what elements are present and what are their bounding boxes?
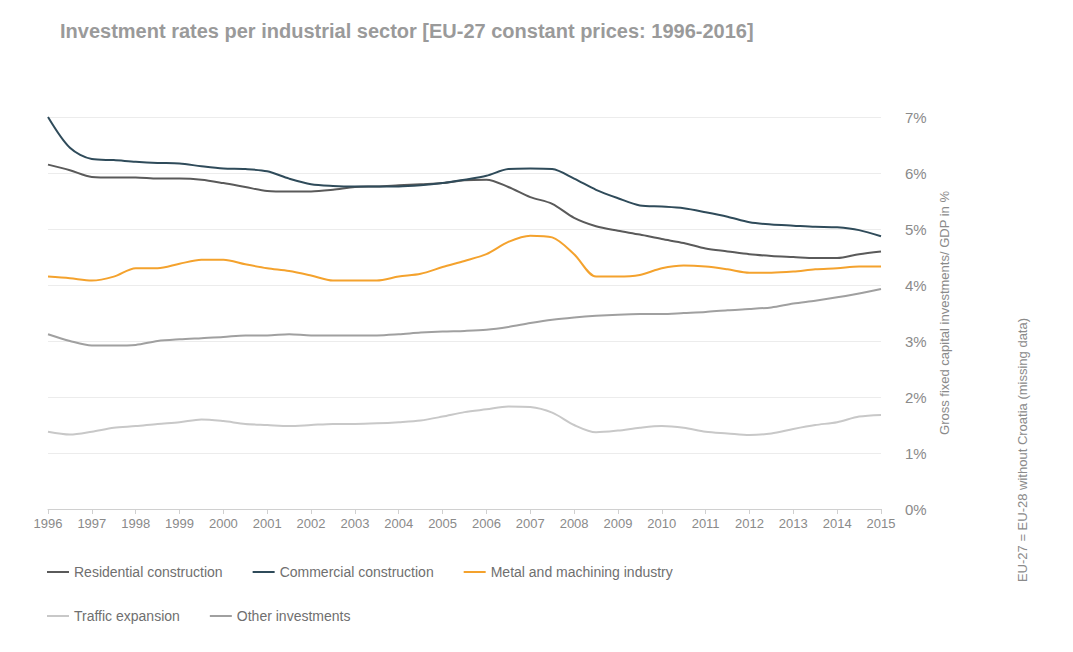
svg-text:Traffic expansion: Traffic expansion bbox=[74, 608, 180, 624]
svg-text:EU-27 = EU-28 without Croatia: EU-27 = EU-28 without Croatia (missing d… bbox=[1015, 318, 1030, 582]
svg-text:2005: 2005 bbox=[428, 516, 457, 531]
svg-text:Investment rates per industria: Investment rates per industrial sector [… bbox=[60, 20, 754, 42]
svg-text:1996: 1996 bbox=[34, 516, 63, 531]
svg-text:2001: 2001 bbox=[253, 516, 282, 531]
svg-text:Residential construction: Residential construction bbox=[74, 564, 223, 580]
svg-text:2006: 2006 bbox=[472, 516, 501, 531]
svg-text:1998: 1998 bbox=[121, 516, 150, 531]
svg-text:2000: 2000 bbox=[209, 516, 238, 531]
svg-text:2%: 2% bbox=[905, 389, 927, 406]
svg-text:2015: 2015 bbox=[867, 516, 896, 531]
svg-text:2010: 2010 bbox=[647, 516, 676, 531]
svg-text:2011: 2011 bbox=[692, 516, 720, 531]
svg-text:3%: 3% bbox=[905, 333, 927, 350]
svg-text:Gross fixed capital investment: Gross fixed capital investments/ GDP in … bbox=[937, 191, 952, 435]
svg-text:2013: 2013 bbox=[779, 516, 808, 531]
svg-text:2012: 2012 bbox=[735, 516, 764, 531]
svg-text:2007: 2007 bbox=[516, 516, 545, 531]
svg-text:0%: 0% bbox=[905, 501, 927, 518]
svg-text:Other investments: Other investments bbox=[237, 608, 351, 624]
svg-text:4%: 4% bbox=[905, 277, 927, 294]
svg-text:Commercial construction: Commercial construction bbox=[280, 564, 434, 580]
svg-text:2004: 2004 bbox=[384, 516, 413, 531]
svg-text:2014: 2014 bbox=[823, 516, 852, 531]
svg-text:1999: 1999 bbox=[165, 516, 194, 531]
svg-text:1997: 1997 bbox=[77, 516, 106, 531]
svg-text:5%: 5% bbox=[905, 221, 927, 238]
svg-text:2003: 2003 bbox=[340, 516, 369, 531]
svg-text:7%: 7% bbox=[905, 109, 927, 126]
svg-text:6%: 6% bbox=[905, 165, 927, 182]
svg-text:2009: 2009 bbox=[603, 516, 632, 531]
svg-text:2008: 2008 bbox=[560, 516, 589, 531]
svg-text:1%: 1% bbox=[905, 445, 927, 462]
svg-text:2002: 2002 bbox=[297, 516, 326, 531]
svg-text:Metal and machining industry: Metal and machining industry bbox=[491, 564, 673, 580]
